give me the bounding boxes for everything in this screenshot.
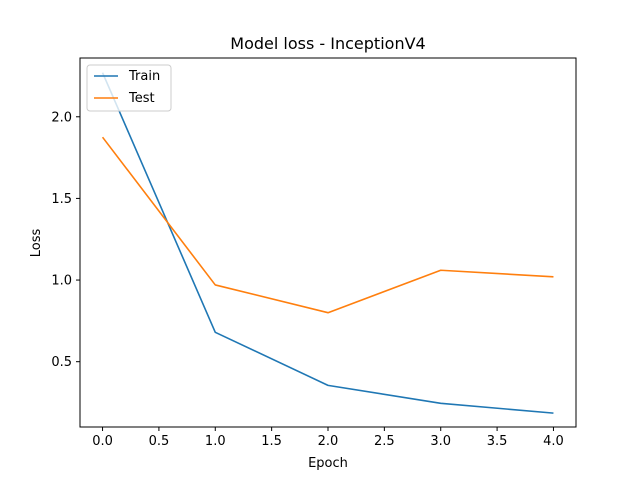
y-tick-label: 1.0 <box>51 274 72 289</box>
x-tick-label: 0.5 <box>149 434 170 449</box>
x-tick-label: 3.5 <box>487 434 508 449</box>
y-tick-label: 1.5 <box>51 192 72 207</box>
x-axis-ticks: 0.0 0.5 1.0 1.5 2.0 2.5 3.0 3.5 4.0 <box>92 427 564 449</box>
x-tick-label: 2.0 <box>318 434 339 449</box>
legend: Train Test <box>86 64 172 112</box>
x-tick-label: 3.0 <box>430 434 451 449</box>
y-tick-label: 2.0 <box>51 110 72 125</box>
x-tick-label: 1.5 <box>261 434 282 449</box>
x-tick-label: 1.0 <box>205 434 226 449</box>
legend-label-test: Test <box>128 91 155 106</box>
legend-label-train: Train <box>128 69 160 84</box>
x-tick-label: 4.0 <box>543 434 564 449</box>
chart-title: Model loss - InceptionV4 <box>230 34 425 53</box>
x-axis-label: Epoch <box>308 456 348 471</box>
x-tick-label: 2.5 <box>374 434 395 449</box>
y-tick-label: 0.5 <box>51 355 72 370</box>
x-tick-label: 0.0 <box>92 434 113 449</box>
y-axis-ticks: 0.5 1.0 1.5 2.0 <box>51 110 80 370</box>
y-axis-label: Loss <box>29 229 44 258</box>
